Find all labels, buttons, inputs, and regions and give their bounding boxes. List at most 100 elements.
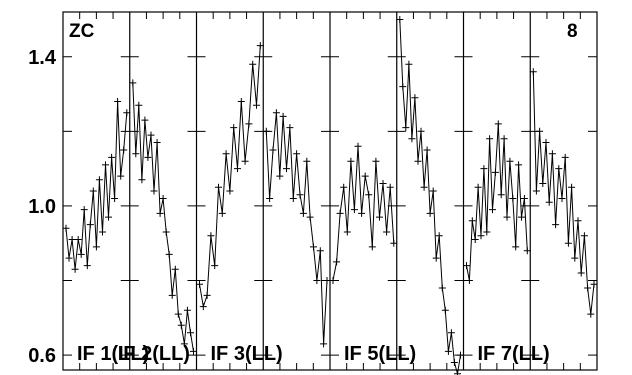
series-line xyxy=(399,19,461,374)
data-point-marker xyxy=(587,310,595,318)
panel-label: IF 7(LL) xyxy=(478,343,550,365)
data-point-marker xyxy=(222,150,230,158)
data-point-marker xyxy=(117,172,125,180)
data-point-marker xyxy=(529,68,537,76)
data-point-marker xyxy=(165,250,173,258)
data-point-marker xyxy=(548,150,556,158)
data-point-marker xyxy=(383,228,391,236)
data-point-marker xyxy=(372,157,380,165)
data-point-marker xyxy=(187,329,194,337)
data-point-marker xyxy=(95,176,103,184)
data-point-marker xyxy=(329,277,337,284)
data-point-marker xyxy=(80,206,88,214)
data-point-marker xyxy=(408,135,416,143)
data-point-marker xyxy=(150,187,158,195)
data-point-marker xyxy=(361,172,369,180)
data-point-marker xyxy=(515,161,523,169)
data-point-marker xyxy=(577,269,585,277)
data-point-marker xyxy=(323,277,331,284)
data-point-marker xyxy=(343,228,351,236)
data-point-marker xyxy=(523,247,531,255)
data-point-marker xyxy=(215,183,222,191)
data-point-marker xyxy=(316,247,324,255)
panel-series xyxy=(262,109,331,348)
data-point-marker xyxy=(156,209,164,217)
data-point-marker xyxy=(542,139,550,146)
data-point-marker xyxy=(62,224,70,232)
data-point-marker xyxy=(92,243,100,251)
data-point-marker xyxy=(129,79,137,87)
data-point-marker xyxy=(253,101,260,109)
data-point-marker xyxy=(564,239,572,247)
data-point-marker xyxy=(390,239,398,247)
data-point-marker xyxy=(405,60,413,68)
data-point-marker xyxy=(532,187,540,195)
data-point-marker xyxy=(132,150,140,158)
data-point-marker xyxy=(489,206,496,214)
data-point-marker xyxy=(306,213,314,221)
data-point-marker xyxy=(138,176,146,184)
data-point-marker xyxy=(74,236,82,243)
data-point-marker xyxy=(509,195,517,202)
data-point-marker xyxy=(402,124,410,132)
y-tick-label: 0.6 xyxy=(28,345,56,367)
data-point-marker xyxy=(108,153,116,161)
data-point-marker xyxy=(168,291,176,299)
panel-series xyxy=(529,68,598,318)
plot-frame xyxy=(62,11,598,371)
data-point-marker xyxy=(256,42,264,50)
data-point-marker xyxy=(512,243,520,251)
data-point-marker xyxy=(386,183,394,191)
data-point-marker xyxy=(114,98,122,105)
corner-label-left: ZC xyxy=(69,21,95,42)
data-point-marker xyxy=(269,146,277,154)
y-axis-ticks: 0.6 1.0 1.4 xyxy=(28,47,597,367)
data-point-marker xyxy=(105,213,112,221)
data-point-marker xyxy=(144,153,152,161)
data-point-marker xyxy=(396,16,404,23)
data-point-marker xyxy=(68,236,76,243)
panel-label: IF 2(LL) xyxy=(118,343,190,365)
panel-series xyxy=(129,79,197,355)
data-point-marker xyxy=(580,232,588,240)
data-point-marker xyxy=(411,94,419,102)
data-point-marker xyxy=(283,165,290,173)
data-point-marker xyxy=(234,165,241,173)
data-point-marker xyxy=(480,165,488,173)
data-point-marker xyxy=(276,172,284,180)
panel-labels: IF 1(LL) IF 3(LL) IF 5(LL) IF 7(LL) IF 2(LL) xyxy=(77,343,550,365)
data-point-marker xyxy=(289,195,297,202)
data-point-marker xyxy=(171,265,179,273)
data-point-marker xyxy=(497,191,505,199)
data-point-marker xyxy=(177,321,185,329)
data-point-marker xyxy=(153,139,161,146)
data-point-marker xyxy=(454,370,461,375)
panel-series xyxy=(196,42,264,311)
series-line xyxy=(466,123,528,281)
data-point-marker xyxy=(552,221,560,229)
series-line xyxy=(265,112,328,344)
data-point-marker xyxy=(111,195,119,202)
data-point-marker xyxy=(518,213,525,221)
data-point-marker xyxy=(520,195,528,202)
data-point-marker xyxy=(310,243,317,251)
data-point-marker xyxy=(574,217,582,225)
data-point-marker xyxy=(83,262,91,270)
y-tick-label: 1.0 xyxy=(28,196,56,218)
data-point-marker xyxy=(99,228,106,236)
data-point-marker xyxy=(474,183,482,191)
data-point-marker xyxy=(286,124,294,132)
data-series xyxy=(62,16,598,375)
data-point-marker xyxy=(536,127,544,135)
data-point-marker xyxy=(468,217,476,225)
corner-label-right: 8 xyxy=(567,21,578,42)
data-point-marker xyxy=(86,221,94,229)
data-point-marker xyxy=(340,183,348,191)
data-point-marker xyxy=(123,109,131,117)
data-point-marker xyxy=(494,120,502,128)
data-point-marker xyxy=(571,254,579,262)
data-point-marker xyxy=(141,116,149,124)
data-point-marker xyxy=(211,262,219,270)
data-point-marker xyxy=(65,254,73,262)
